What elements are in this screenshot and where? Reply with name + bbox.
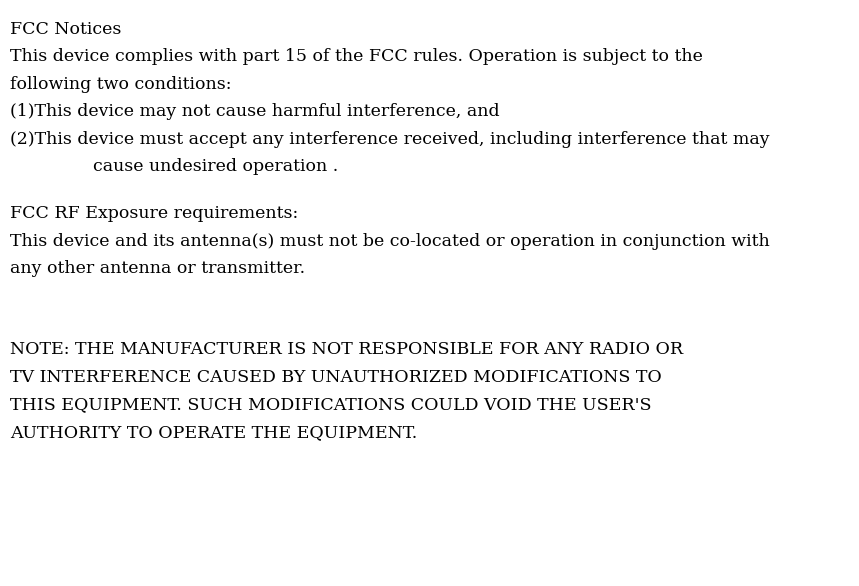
Text: NOTE: THE MANUFACTURER IS NOT RESPONSIBLE FOR ANY RADIO OR: NOTE: THE MANUFACTURER IS NOT RESPONSIBL… — [10, 341, 684, 358]
Text: This device complies with part 15 of the FCC rules. Operation is subject to the: This device complies with part 15 of the… — [10, 48, 704, 65]
Text: TV INTERFERENCE CAUSED BY UNAUTHORIZED MODIFICATIONS TO: TV INTERFERENCE CAUSED BY UNAUTHORIZED M… — [10, 369, 662, 386]
Text: THIS EQUIPMENT. SUCH MODIFICATIONS COULD VOID THE USER'S: THIS EQUIPMENT. SUCH MODIFICATIONS COULD… — [10, 396, 652, 413]
Text: following two conditions:: following two conditions: — [10, 76, 232, 93]
Text: AUTHORITY TO OPERATE THE EQUIPMENT.: AUTHORITY TO OPERATE THE EQUIPMENT. — [10, 424, 417, 441]
Text: any other antenna or transmitter.: any other antenna or transmitter. — [10, 260, 306, 277]
Text: (2)This device must accept any interference received, including interference tha: (2)This device must accept any interfere… — [10, 131, 770, 148]
Text: FCC RF Exposure requirements:: FCC RF Exposure requirements: — [10, 205, 299, 222]
Text: cause undesired operation .: cause undesired operation . — [93, 158, 338, 175]
Text: (1)This device may not cause harmful interference, and: (1)This device may not cause harmful int… — [10, 103, 500, 120]
Text: This device and its antenna(s) must not be co-located or operation in conjunctio: This device and its antenna(s) must not … — [10, 233, 770, 250]
Text: FCC Notices: FCC Notices — [10, 21, 122, 38]
